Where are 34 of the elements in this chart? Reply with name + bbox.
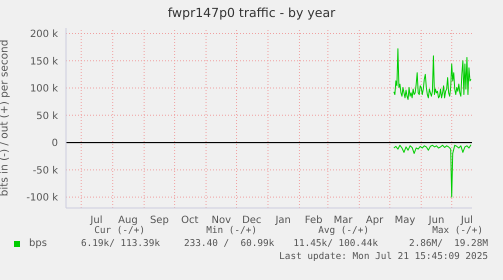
x-tick-label: Mar	[334, 215, 354, 226]
text: Last update: Mon Jul 21 15:45:09 2025	[278, 251, 488, 262]
line-series	[393, 48, 472, 100]
y-tick-label: -100 k	[26, 192, 58, 204]
y-tick-label: 50 k	[36, 110, 58, 122]
text: 233.40 / 60.99k	[184, 238, 274, 249]
text: 6.19k/ 113.39k	[80, 238, 160, 249]
x-tick-label: May	[394, 215, 416, 226]
text: Min (-/+)	[205, 225, 257, 236]
x-tick-label: Dec	[242, 215, 262, 226]
x-tick-label: Aug	[118, 215, 138, 226]
chart-title: fwpr147p0 traffic - by year	[166, 5, 336, 20]
y-tick-label: 200 k	[30, 29, 58, 40]
y-tick-label: 100 k	[30, 84, 58, 95]
x-tick-label: Jul	[460, 215, 473, 226]
legend-label: bps	[28, 238, 47, 249]
y-tick-label: -50 k	[32, 165, 58, 176]
x-tick-label: Oct	[181, 215, 199, 226]
x-tick-label: Feb	[304, 215, 323, 226]
text: Avg (-/+)	[317, 225, 369, 236]
y-tick-label: 0	[52, 138, 58, 150]
x-tick-label: Jun	[428, 215, 444, 226]
x-tick-label: Sep	[150, 215, 169, 226]
x-tick-label: Jan	[274, 215, 291, 226]
x-tick-label: Apr	[366, 215, 384, 226]
x-tick-label: Nov	[212, 215, 232, 226]
x-tick-label: Jul	[89, 215, 102, 226]
y-axis-title: bits in (-) / out (+) per second	[0, 40, 11, 196]
line-series	[393, 144, 472, 198]
text: 11.45k/ 100.44k	[292, 238, 378, 249]
text: 2.86M/ 19.28M	[408, 238, 488, 249]
y-tick-label: 150 k	[30, 56, 58, 68]
text: Max (-/+)	[431, 225, 483, 236]
text: Cur (-/+)	[93, 225, 145, 236]
